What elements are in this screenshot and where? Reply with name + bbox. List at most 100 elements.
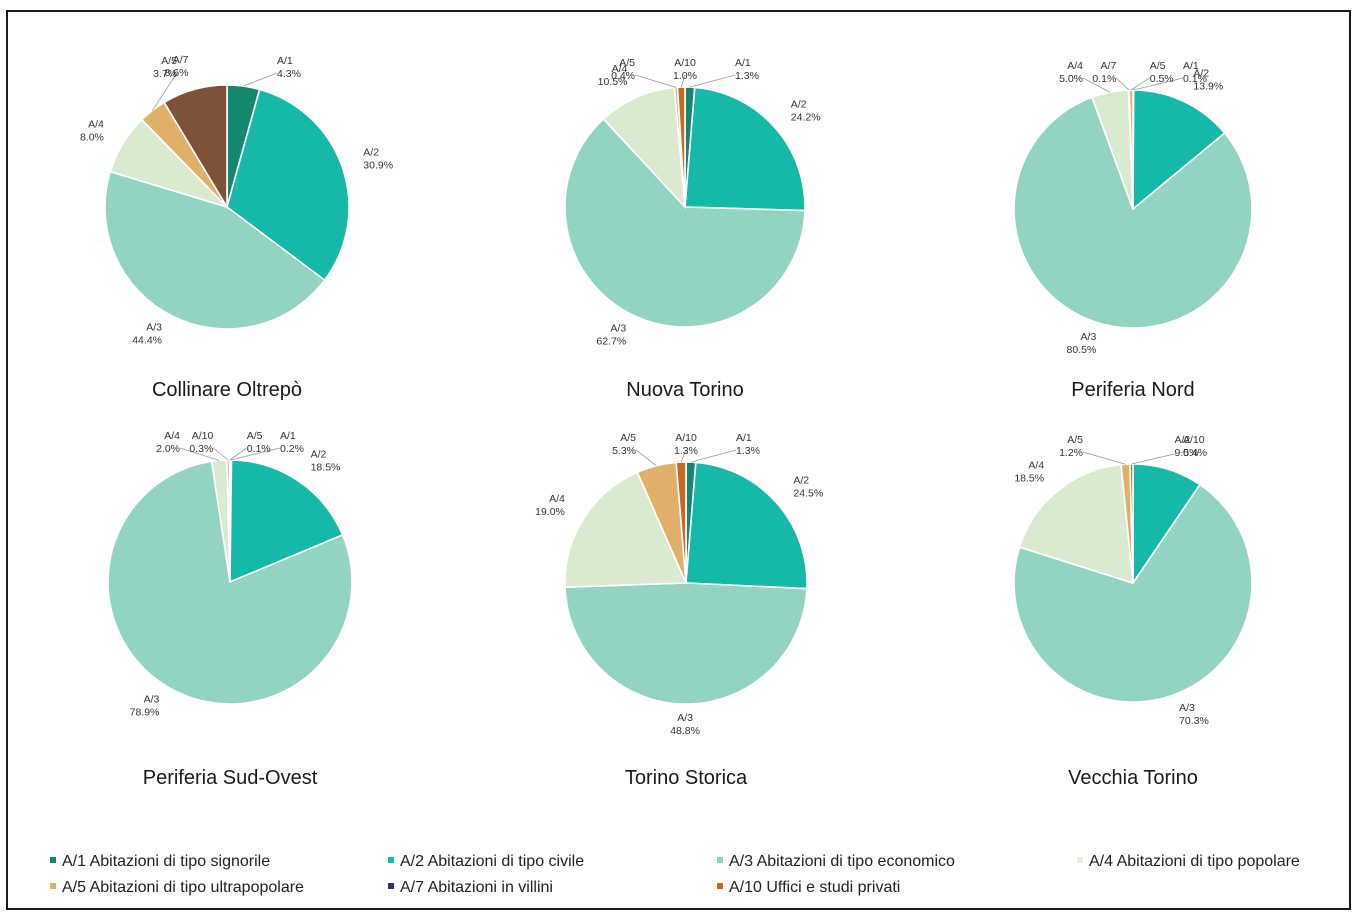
legend-label: A/5 Abitazioni di tipo ultrapopolare (62, 879, 304, 896)
legend-item-a-3: A/3 Abitazioni di tipo economico (717, 852, 955, 872)
slice-percent-label: 5.0% (1059, 73, 1083, 85)
slice-percent-label: 18.5% (311, 462, 341, 474)
leader-line-a-10 (1131, 451, 1184, 465)
leader-line-a-4 (1082, 77, 1111, 93)
slice-category-label: A/10 (192, 430, 214, 442)
slice-percent-label: 19.0% (535, 506, 565, 518)
chart-title: Vecchia Torino (1068, 767, 1198, 789)
slice-percent-label: 24.5% (793, 488, 823, 500)
slice-category-label: A/4 (612, 63, 628, 75)
leader-line-a-1 (243, 72, 278, 87)
slice-category-label: A/1 (736, 432, 752, 444)
leader-line-a-10 (680, 74, 686, 88)
pie-slice-a-7 (163, 84, 228, 210)
slice-category-label: A/5 (620, 432, 636, 444)
slice-category-label: A/3 (144, 694, 160, 706)
slice-category-label: A/1 (1183, 60, 1199, 72)
legend-label: A/2 Abitazioni di tipo civile (400, 853, 585, 870)
slice-category-label: A/4 (1067, 60, 1083, 72)
legend-label: A/1 Abitazioni di tipo signorile (62, 853, 271, 870)
slice-percent-label: 0.4% (611, 70, 635, 82)
legend-swatch (717, 856, 723, 863)
slice-category-label: A/1 (280, 430, 296, 442)
slice-percent-label: 24.2% (791, 111, 821, 123)
slice-percent-label: 1.3% (736, 445, 760, 457)
chart-title: Nuova Torino (626, 379, 743, 401)
slice-percent-label: 78.9% (130, 707, 160, 719)
slice-category-label: A/1 (735, 57, 751, 69)
leader-line-a-1 (230, 447, 281, 461)
slice-percent-label: 1.0% (673, 70, 697, 82)
legend-swatch (50, 882, 56, 889)
leader-line-a-5 (1130, 77, 1150, 91)
legend-item-a-5: A/5 Abitazioni di tipo ultrapopolare (50, 878, 304, 898)
pie-slice-a-3 (564, 117, 806, 328)
leader-line-a-5 (1082, 451, 1126, 465)
legend-swatch (388, 882, 394, 889)
legend-swatch (388, 856, 394, 863)
pie-slice-a-3 (1013, 483, 1253, 703)
chart-title: Periferia Nord (1071, 379, 1194, 401)
slice-percent-label: 62.7% (596, 335, 626, 347)
pie-slice-a-3 (104, 170, 326, 330)
slice-percent-label: 1.3% (674, 445, 698, 457)
slice-percent-label: 48.8% (670, 725, 700, 737)
legend-swatch (50, 856, 56, 863)
pie-slice-a-2 (1132, 89, 1226, 211)
leader-line-a-1 (690, 449, 737, 463)
pie-chart-collinare-oltrep: A/14.3% A/230.9% A/344.4% A/48.0% A/53.7% A/7… (80, 54, 393, 401)
leader-line-a-5 (229, 447, 247, 461)
pie-chart-periferia-nord: A/10.1%A/213.9%A/380.5%A/45.0%A/70.1%A/5… (1013, 60, 1253, 401)
slice-percent-label: 70.3% (1179, 715, 1209, 727)
slice-category-label: A/2 (1193, 68, 1209, 80)
legend-swatch (717, 882, 723, 889)
slice-category-label: A/4 (164, 430, 180, 442)
slice-category-label: A/4 (549, 493, 565, 505)
slice-percent-label: 0.3% (189, 443, 213, 455)
leader-line-a-5 (635, 449, 657, 467)
chart-title: Torino Storica (625, 767, 748, 789)
legend-item-a-4: A/4 Abitazioni di tipo popolare (1077, 852, 1300, 872)
leader-line-a-5 (152, 72, 178, 111)
legend-label: A/3 Abitazioni di tipo economico (729, 853, 955, 870)
slice-category-label: A/5 (1150, 60, 1166, 72)
slice-percent-label: 3.7% (153, 68, 177, 80)
pie-chart-vecchia-torino: A/29.5% A/370.3% A/418.5% A/51.2% A/100.4% Ve… (1013, 434, 1253, 789)
slice-percent-label: 9.5% (1175, 447, 1199, 459)
slice-percent-label: 0.4% (1183, 447, 1207, 459)
pie-slice-a-3 (564, 582, 808, 705)
leader-line-a-1 (1133, 77, 1184, 91)
legend-label: A/7 Abitazioni in villini (400, 879, 553, 896)
legend-label: A/10 Uffici e studi privati (729, 879, 901, 896)
chart-title: Collinare Oltrepò (152, 379, 302, 401)
slice-category-label: A/5 (1067, 434, 1083, 446)
legend-label: A/4 Abitazioni di tipo popolare (1089, 853, 1300, 870)
slice-category-label: A/5 (247, 430, 263, 442)
slice-percent-label: 0.1% (1183, 73, 1207, 85)
pie-slice-a-5 (228, 459, 231, 583)
slice-percent-label: 1.2% (1059, 447, 1083, 459)
slice-category-label: A/2 (311, 449, 327, 461)
leader-line-a-7 (1116, 77, 1130, 91)
leader-line-a-5 (634, 74, 677, 88)
slice-percent-label: 0.5% (1150, 73, 1174, 85)
slice-category-label: A/2 (363, 147, 379, 159)
legend-swatch (1077, 856, 1083, 863)
slice-category-label: A/2 (1175, 434, 1191, 446)
slice-percent-label: 18.5% (1014, 473, 1044, 485)
pie-slice-a-2 (229, 459, 344, 584)
pie-slice-a-3 (107, 460, 353, 705)
slice-category-label: A/3 (610, 322, 626, 334)
legend-item-a-10: A/10 Uffici e studi privati (717, 878, 900, 898)
slice-percent-label: 44.4% (132, 335, 162, 347)
slice-percent-label: 0.1% (1092, 73, 1116, 85)
chart-title: Periferia Sud-Ovest (143, 767, 318, 789)
pie-slice-a-4 (602, 86, 687, 210)
slice-percent-label: 13.9% (1193, 81, 1223, 93)
slice-percent-label: 4.3% (277, 68, 301, 80)
slice-category-label: A/2 (791, 98, 807, 110)
pie-slice-a-3 (1013, 96, 1253, 329)
legend-item-a-2: A/2 Abitazioni di tipo civile (388, 852, 584, 872)
leader-line-a-1 (689, 74, 736, 88)
slice-percent-label: 1.3% (735, 70, 759, 82)
